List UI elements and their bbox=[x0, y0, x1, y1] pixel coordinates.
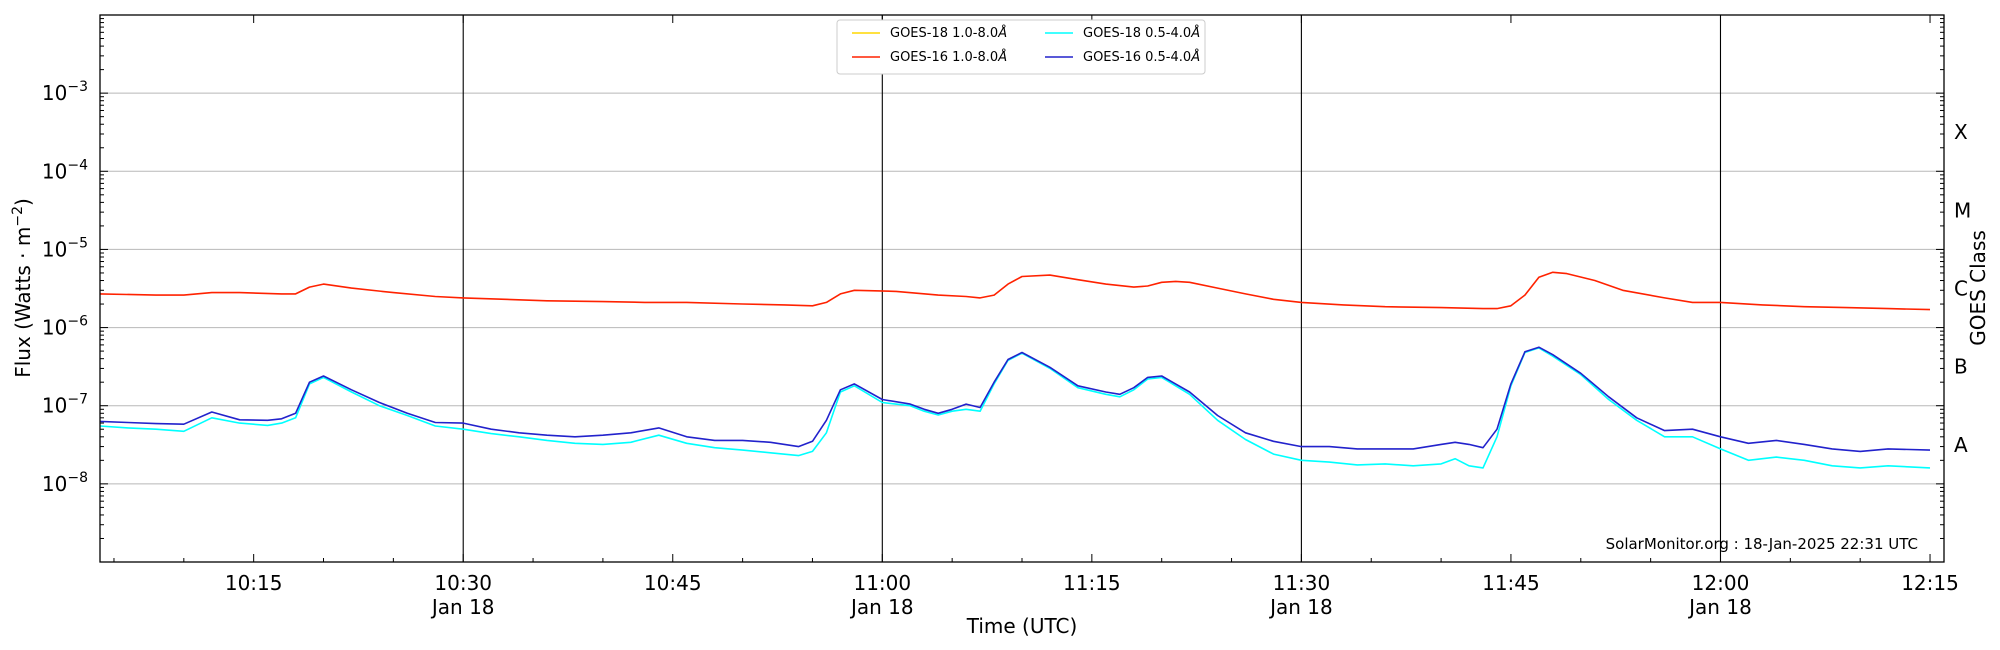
series-line bbox=[99, 347, 1931, 469]
credit-text: SolarMonitor.org : 18-Jan-2025 22:31 UTC bbox=[1606, 535, 1918, 553]
legend-label: GOES-18 0.5-4.0Å bbox=[1083, 25, 1200, 41]
goes-class-label: C bbox=[1954, 277, 1968, 301]
x-tick-date-label: Jan 18 bbox=[849, 595, 914, 619]
y-axis-title: Flux (Watts · m−2) bbox=[10, 198, 35, 378]
y-tick-label: 10−3 bbox=[42, 79, 88, 105]
x-tick-label: 11:15 bbox=[1063, 571, 1121, 595]
series-line bbox=[99, 346, 1931, 453]
legend-box bbox=[836, 19, 1206, 75]
x-tick-label: 11:45 bbox=[1482, 571, 1540, 595]
x-axis-title: Time (UTC) bbox=[966, 614, 1078, 638]
right-axis-title: GOES Class bbox=[1966, 230, 1990, 346]
x-tick-label: 10:15 bbox=[225, 571, 283, 595]
x-tick-label: 10:45 bbox=[644, 571, 702, 595]
x-tick-date-label: Jan 18 bbox=[1687, 595, 1752, 619]
series-lines bbox=[99, 271, 1931, 469]
x-tick-label: 11:00 bbox=[853, 571, 911, 595]
y-tick-label: 10−8 bbox=[42, 470, 88, 496]
goes-class-label: A bbox=[1954, 433, 1968, 457]
goes-class-label: B bbox=[1954, 355, 1968, 379]
legend-label: GOES-18 1.0-8.0Å bbox=[890, 25, 1007, 41]
x-tick-label: 12:15 bbox=[1901, 571, 1959, 595]
x-tick-date-label: Jan 18 bbox=[1268, 595, 1333, 619]
legend: GOES-18 1.0-8.0Å GOES-16 1.0-8.0Å GOES-18 … bbox=[836, 19, 1206, 75]
series-line bbox=[99, 271, 1931, 311]
x-tick-label: 12:00 bbox=[1692, 571, 1750, 595]
gridlines bbox=[100, 92, 1944, 485]
x-tick-label: 11:30 bbox=[1273, 571, 1331, 595]
vertical-markers bbox=[462, 15, 1722, 562]
y-tick-label: 10−7 bbox=[42, 392, 88, 418]
goes-class-label: M bbox=[1954, 198, 1971, 222]
y-tick-label: 10−5 bbox=[42, 235, 88, 261]
legend-label: GOES-16 0.5-4.0Å bbox=[1083, 49, 1200, 65]
x-tick-label: 10:30 bbox=[434, 571, 492, 595]
y-tick-label: 10−4 bbox=[42, 157, 88, 183]
plot-frame bbox=[99, 14, 1945, 563]
y-tick-label: 10−6 bbox=[42, 314, 88, 340]
goes-class-labels: A B C M X bbox=[1954, 120, 1971, 457]
y-axis-ticks: 10−8 10−7 10−6 10−5 10−4 10−3 bbox=[42, 18, 1944, 563]
x-tick-date-label: Jan 18 bbox=[430, 595, 495, 619]
goes-class-label: X bbox=[1954, 120, 1968, 144]
legend-label: GOES-16 1.0-8.0Å bbox=[890, 49, 1007, 65]
